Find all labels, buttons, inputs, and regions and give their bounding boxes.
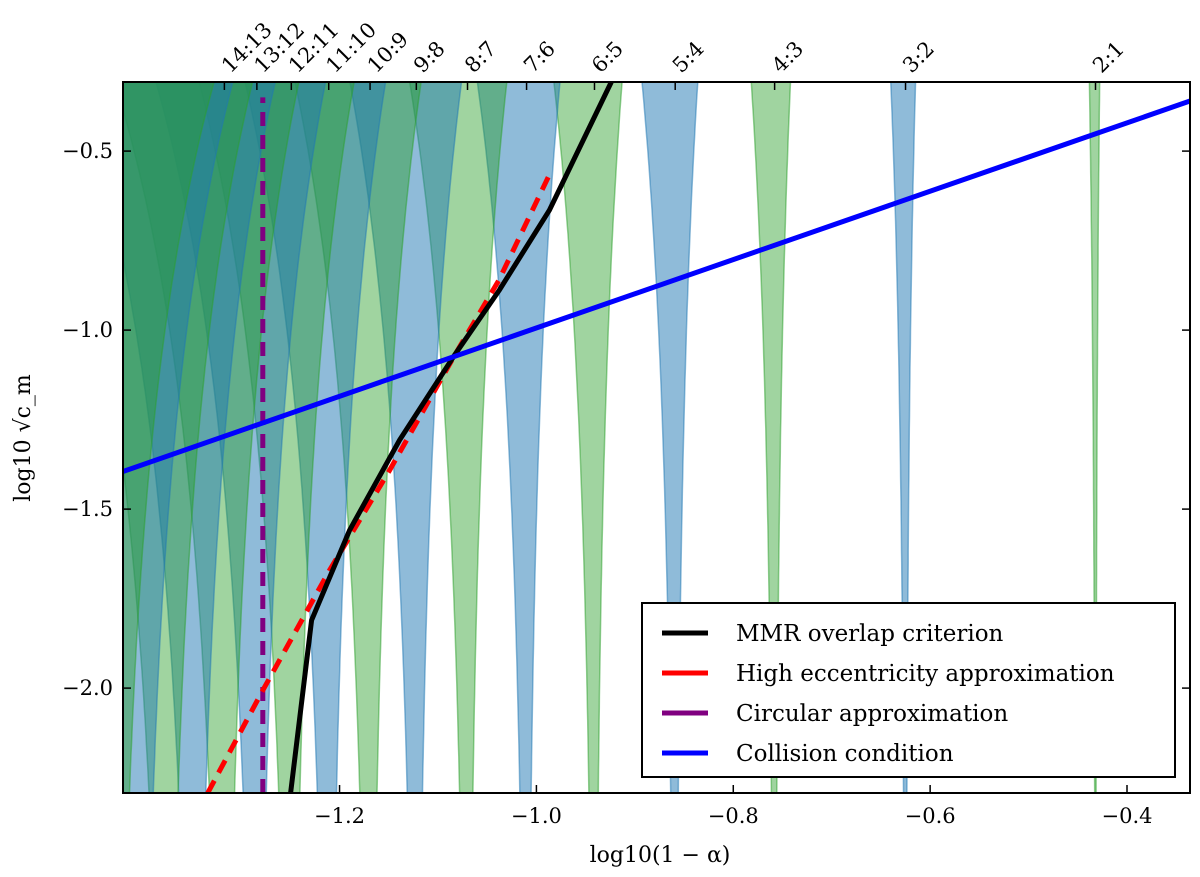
resonance-band	[123, 82, 215, 793]
resonance-label: 9:8	[409, 37, 450, 78]
resonance-band	[641, 82, 699, 793]
legend-label: MMR overlap criterion	[736, 621, 1004, 647]
y-axis-label: log10 √c_m	[11, 374, 36, 502]
y-tick-label: −2.0	[62, 676, 113, 700]
resonance-label: 2:1	[1088, 37, 1129, 78]
legend: MMR overlap criterion High eccentricity a…	[641, 602, 1176, 778]
resonance-label: 5:4	[668, 37, 709, 78]
y-tick-label: −1.0	[62, 318, 113, 342]
resonance-band	[349, 82, 463, 793]
resonance-label: 3:2	[898, 37, 939, 78]
legend-box	[641, 602, 1176, 778]
y-tick-label: −1.5	[62, 497, 113, 521]
x-tick-label: −0.8	[708, 804, 759, 828]
y-tick-label: −0.5	[62, 139, 113, 163]
resonance-bands	[123, 82, 1101, 793]
plot-frame	[122, 81, 1191, 794]
legend-label: High eccentricity approximation	[736, 661, 1115, 687]
x-tick-label: −1.2	[314, 804, 365, 828]
resonance-band	[1088, 82, 1101, 793]
series-line	[205, 174, 552, 793]
legend-label: Collision condition	[736, 741, 954, 767]
series-line	[123, 98, 1190, 474]
series-lines	[123, 82, 1190, 793]
x-tick-label: −0.6	[905, 804, 956, 828]
resonance-band	[123, 82, 234, 793]
x-axis-label: log10(1 − α)	[590, 843, 731, 868]
series-line	[288, 82, 614, 793]
resonance-band	[750, 82, 792, 793]
resonance-band	[889, 82, 917, 793]
x-tick-label: −1.0	[511, 804, 562, 828]
resonance-label: 8:7	[460, 37, 501, 78]
resonance-label: 4:3	[767, 37, 808, 78]
legend-label: Circular approximation	[736, 701, 1008, 727]
x-tick-label: −0.4	[1102, 804, 1153, 828]
resonance-band	[476, 82, 561, 793]
resonance-band	[553, 82, 623, 793]
resonance-label: 7:6	[519, 37, 560, 78]
resonance-label: 6:5	[587, 37, 628, 78]
